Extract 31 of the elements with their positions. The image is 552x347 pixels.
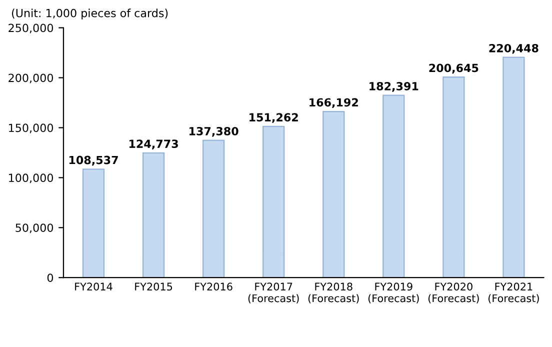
data-label: 166,192	[310, 98, 358, 108]
bar	[442, 76, 465, 278]
x-tick-label: FY2021 (Forecast)	[488, 282, 539, 304]
y-tick-label: 150,000	[9, 124, 54, 134]
data-label: 220,448	[489, 44, 538, 54]
y-tick-label: 100,000	[9, 174, 54, 184]
data-label: 200,645	[429, 64, 478, 74]
y-tick-label: 0	[47, 274, 54, 282]
x-tick-label: FY2016	[195, 282, 232, 291]
bar	[502, 56, 525, 278]
x-tick-label: FY2019 (Forecast)	[368, 282, 419, 304]
x-tick-label: FY2020 (Forecast)	[428, 282, 479, 304]
bar	[82, 168, 105, 278]
y-tick-label: 250,000	[8, 24, 54, 34]
x-tick-label: FY2018 (Forecast)	[308, 282, 359, 304]
x-tick-label: FY2014	[75, 282, 112, 291]
bar	[322, 110, 345, 278]
y-tick-label: 50,000	[16, 224, 54, 234]
x-tick-label: FY2015	[135, 282, 172, 291]
data-label: 151,262	[250, 113, 298, 123]
data-label: 137,380	[190, 126, 238, 137]
y-tick-label: 200,000	[8, 74, 54, 84]
x-tick-label: FY2017 (Forecast)	[248, 282, 299, 304]
data-label: 124,773	[129, 140, 178, 150]
y-axis-title: (Unit: 1,000 pieces of cards)	[12, 8, 168, 20]
bar	[382, 94, 405, 278]
bar	[142, 152, 165, 278]
bar	[262, 126, 285, 278]
bar	[202, 140, 225, 278]
data-label: 182,391	[370, 82, 418, 92]
data-label: 108,537	[69, 156, 118, 166]
